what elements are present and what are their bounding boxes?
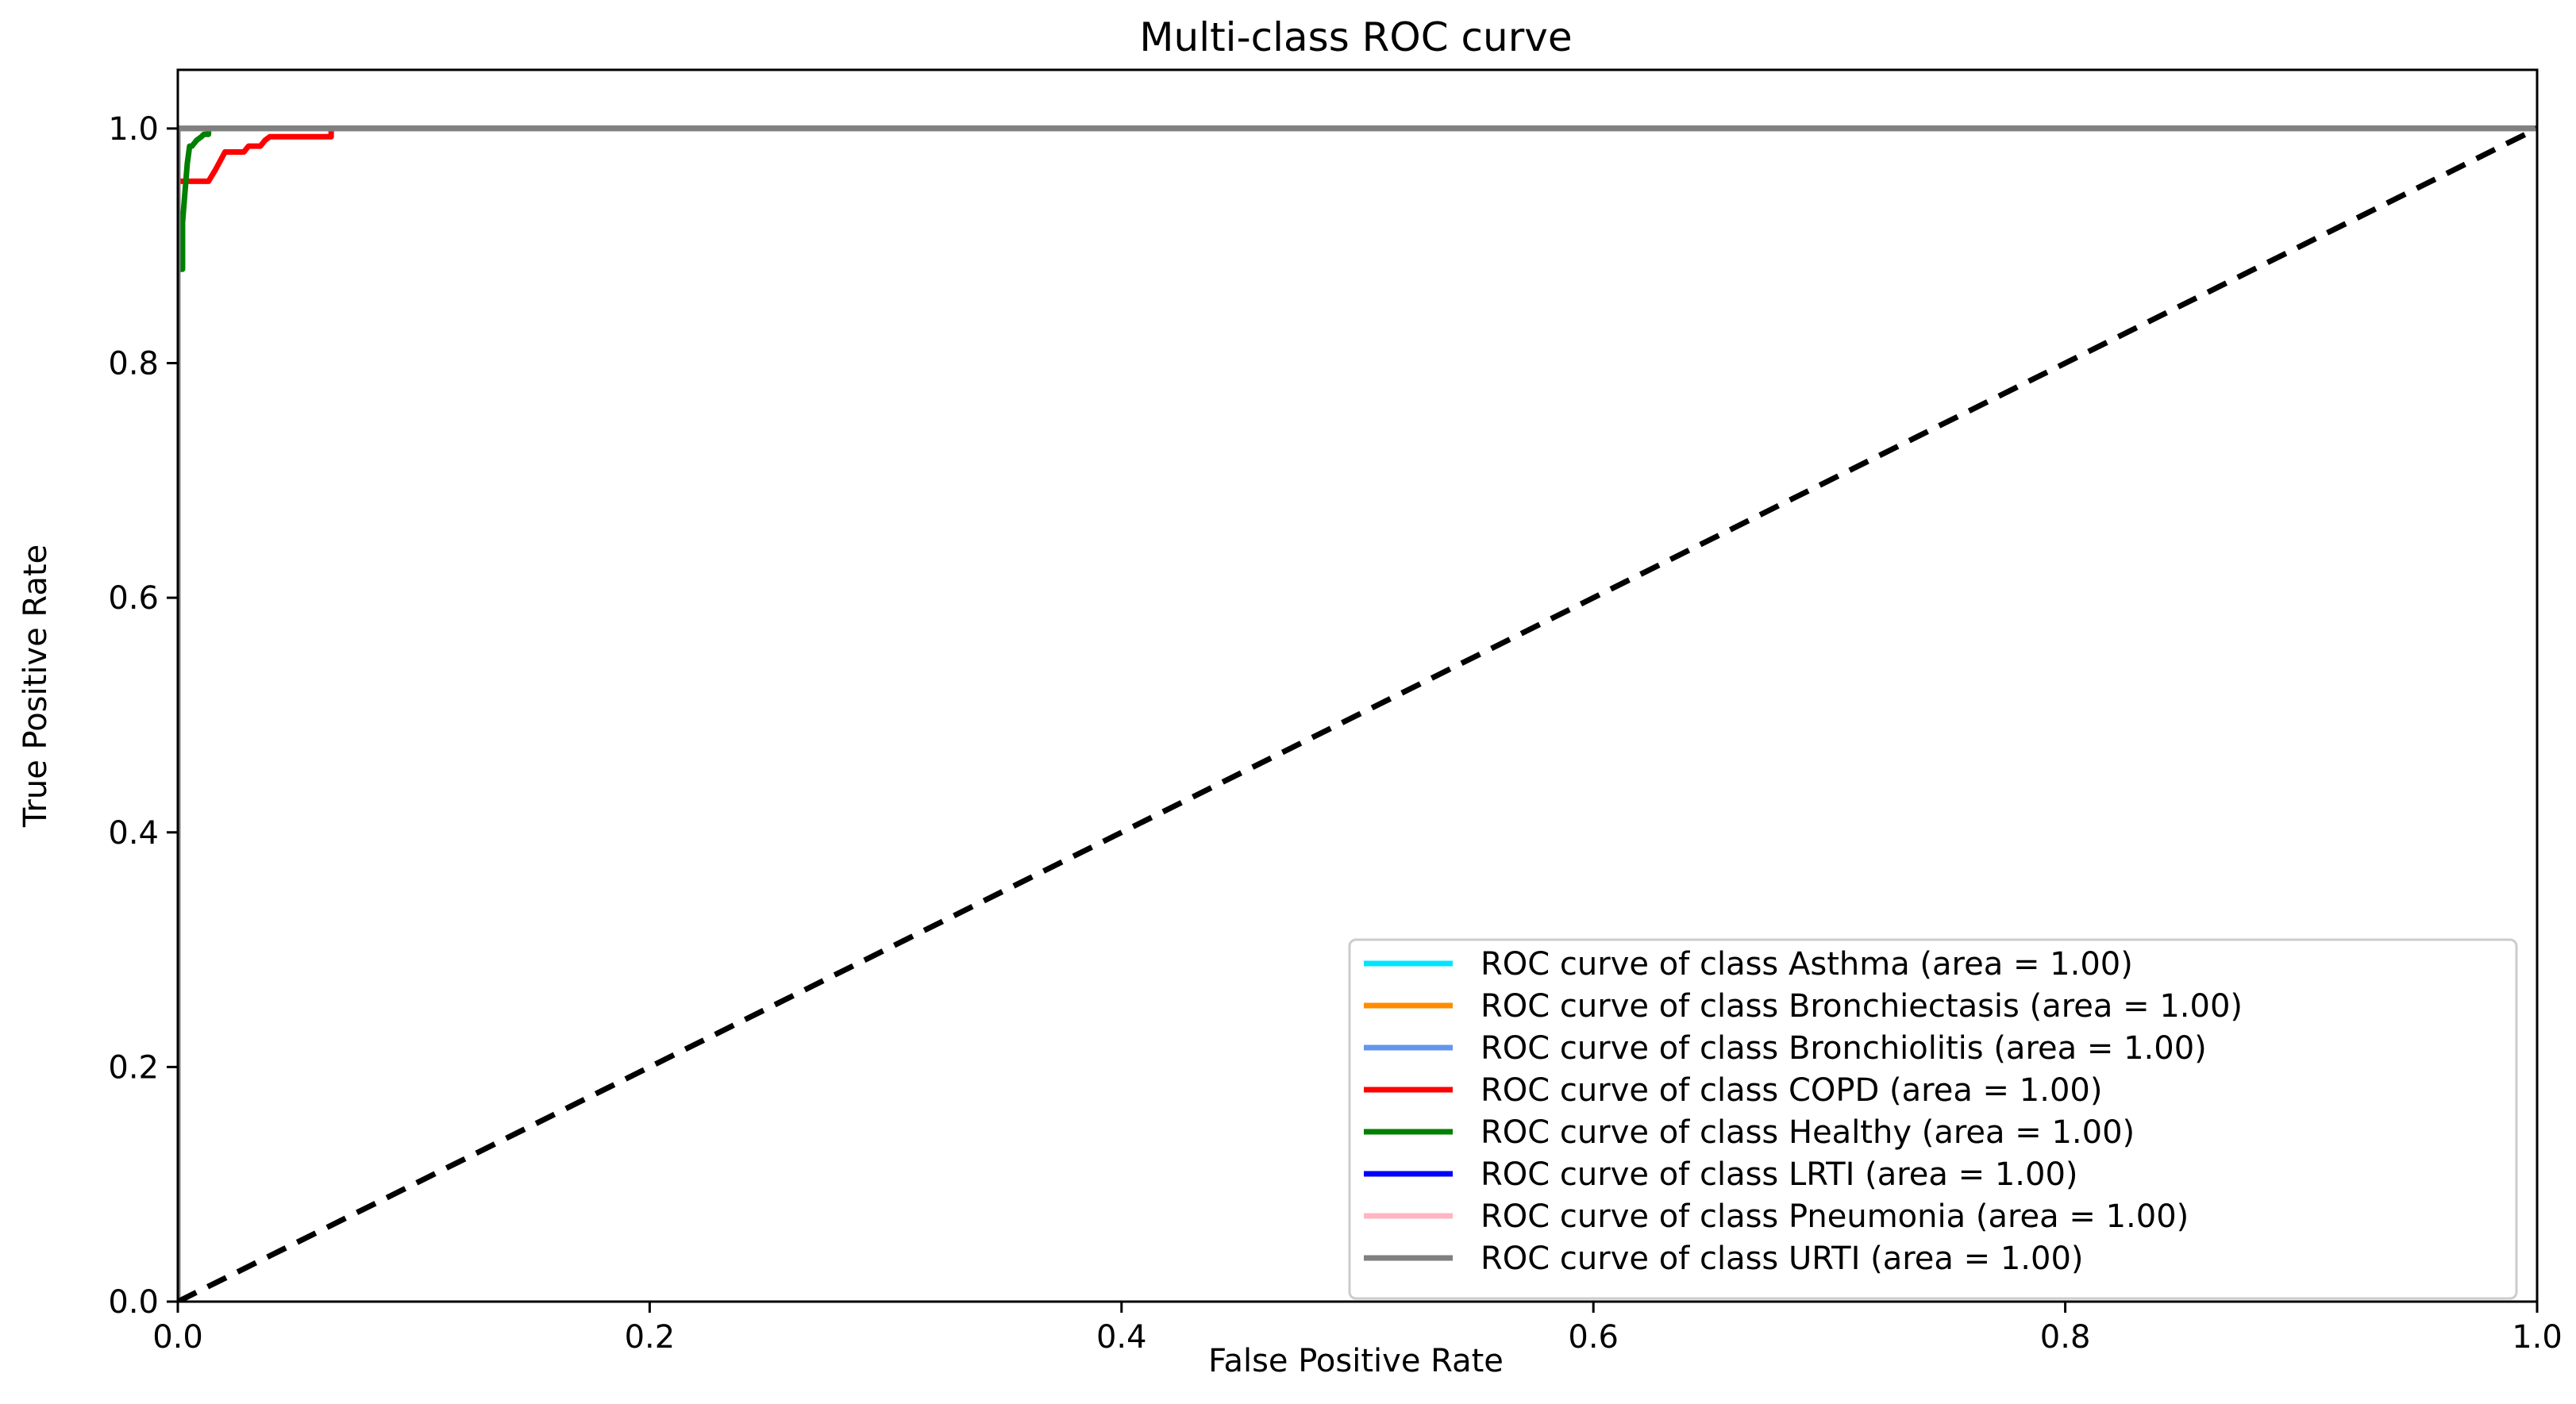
roc-series-healthy <box>178 125 2537 1302</box>
legend-label-healthy: ROC curve of class Healthy (area = 1.00) <box>1481 1114 2135 1151</box>
legend-label-copd: ROC curve of class COPD (area = 1.00) <box>1481 1072 2102 1109</box>
x-tick-label: 0.4 <box>1096 1319 1147 1356</box>
plot-frame <box>176 68 2539 1303</box>
y-axis-ticks: 0.0 0.2 0.4 0.6 0.8 1.0 <box>108 111 178 1321</box>
y-tick-label: 0.6 <box>108 580 159 617</box>
legend-label-asthma: ROC curve of class Asthma (area = 1.00) <box>1481 946 2133 983</box>
x-axis-ticks: 0.0 0.2 0.4 0.6 0.8 1.0 <box>152 1302 2563 1356</box>
legend-label-bronchiectasis: ROC curve of class Bronchiectasis (area … <box>1481 988 2243 1025</box>
series-layer <box>178 125 2537 1302</box>
x-tick-label: 0.2 <box>625 1319 676 1356</box>
x-tick-label: 0.0 <box>152 1319 203 1356</box>
legend-label-bronchiolitis: ROC curve of class Bronchiolitis (area =… <box>1481 1030 2207 1067</box>
x-tick-label: 1.0 <box>2512 1319 2563 1356</box>
y-tick-label: 0.0 <box>108 1284 159 1321</box>
y-axis-label: True Positive Rate <box>17 544 54 828</box>
y-tick-label: 1.0 <box>108 111 159 148</box>
x-tick-label: 0.6 <box>1568 1319 1619 1356</box>
y-tick-label: 0.2 <box>108 1049 159 1086</box>
roc-series-urti <box>178 125 2537 1302</box>
legend-label-pneumonia: ROC curve of class Pneumonia (area = 1.0… <box>1481 1198 2189 1235</box>
legend: ROC curve of class Asthma (area = 1.00) R… <box>1348 938 2518 1300</box>
chance-reference-line <box>178 125 2537 1302</box>
x-axis-label: False Positive Rate <box>1208 1343 1504 1379</box>
y-tick-label: 0.8 <box>108 346 159 383</box>
y-tick-label: 0.4 <box>108 815 159 852</box>
legend-box <box>1348 938 2518 1300</box>
x-tick-label: 0.8 <box>2040 1319 2091 1356</box>
chart-title: Multi-class ROC curve <box>1139 14 1572 60</box>
legend-label-lrti: ROC curve of class LRTI (area = 1.00) <box>1481 1156 2078 1193</box>
legend-label-urti: ROC curve of class URTI (area = 1.00) <box>1481 1241 2084 1277</box>
